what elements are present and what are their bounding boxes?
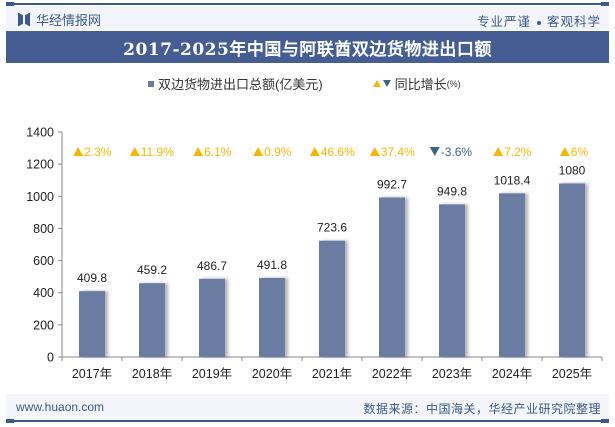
legend-up-triangle-icon: [372, 80, 381, 87]
growth-up-triangle-icon: [253, 147, 264, 156]
dot-separator-icon: [536, 20, 541, 25]
growth-value-label: 6.1%: [204, 145, 232, 159]
title-bar: 2017-2025年中国与阿联酋双边货物进出口额: [6, 31, 609, 63]
bar[interactable]: [559, 183, 585, 357]
y-tick-label: 200: [33, 318, 54, 332]
bar-value-label: 992.7: [377, 177, 407, 191]
y-tick-label: 600: [33, 254, 54, 268]
growth-value-label: 11.9%: [141, 145, 174, 159]
x-tick-label: 2021年: [312, 367, 352, 381]
bar[interactable]: [319, 240, 345, 357]
x-tick-label: 2023年: [432, 367, 472, 381]
brand-name: 华经情报网: [36, 13, 102, 28]
bottom-border-line: [6, 419, 609, 423]
growth-value-label: 2.3%: [84, 145, 112, 159]
slogan: 专业严谨 客观科学: [477, 11, 601, 30]
slogan-right: 客观科学: [546, 15, 601, 29]
x-tick-label: 2025年: [552, 367, 592, 381]
growth-value-label: 0.9%: [264, 145, 292, 159]
top-border-line: [6, 2, 609, 6]
chart-title: 2017-2025年中国与阿联酋双边货物进出口额: [123, 39, 492, 60]
y-tick-label: 800: [33, 222, 54, 236]
bar-value-label: 723.6: [317, 221, 347, 235]
bar-value-label: 491.8: [257, 258, 287, 272]
x-tick-label: 2017年: [72, 367, 112, 381]
y-tick-label: 1400: [26, 126, 54, 140]
growth-up-triangle-icon: [129, 147, 140, 156]
y-tick-label: 0: [47, 351, 54, 365]
bar[interactable]: [139, 283, 165, 357]
data-source: 数据来源：中国海关，华经产业研究院整理: [363, 402, 601, 416]
bar-value-label: 949.8: [437, 184, 467, 198]
bar[interactable]: [259, 277, 285, 357]
growth-value-label: 37.4%: [381, 145, 415, 159]
bar-value-label: 1018.4: [494, 173, 531, 187]
bar[interactable]: [499, 193, 525, 357]
growth-value-label: 6%: [571, 145, 589, 159]
legend-growth-unit: (%): [446, 78, 461, 89]
growth-up-triangle-icon: [559, 147, 570, 156]
growth-up-triangle-icon: [309, 147, 320, 156]
brand[interactable]: 华经情报网: [18, 10, 101, 29]
x-tick-label: 2020年: [252, 367, 292, 381]
bar[interactable]: [199, 278, 225, 357]
growth-down-triangle-icon: [429, 147, 440, 156]
y-tick-label: 400: [33, 286, 54, 300]
bar[interactable]: [439, 204, 465, 357]
legend-bar-swatch-icon: [148, 80, 154, 87]
bar-value-label: 486.7: [197, 259, 227, 273]
x-tick-label: 2019年: [192, 367, 232, 381]
header-bar: 华经情报网 专业严谨 客观科学: [6, 6, 609, 30]
bar[interactable]: [379, 197, 405, 357]
x-tick-label: 2022年: [372, 367, 412, 381]
website-link[interactable]: www.huaon.com: [16, 400, 105, 414]
legend-growth-label: 同比增长: [394, 77, 447, 92]
footer-bar: www.huaon.com 数据来源：中国海关，华经产业研究院整理: [6, 394, 609, 420]
x-tick-label: 2024年: [492, 367, 532, 381]
growth-up-triangle-icon: [193, 147, 204, 156]
y-tick-label: 1200: [26, 158, 54, 172]
legend-down-triangle-icon: [382, 80, 391, 87]
growth-value-label: 7.2%: [504, 145, 532, 159]
legend-series-label: 双边货物进出口总额(亿美元): [158, 77, 323, 92]
legend: 双边货物进出口总额(亿美元) 同比增长 (%): [148, 74, 461, 93]
growth-up-triangle-icon: [493, 147, 504, 156]
growth-value-label: -3.6%: [441, 145, 473, 159]
x-tick-label: 2018年: [132, 367, 172, 381]
growth-up-triangle-icon: [73, 147, 84, 156]
bar-value-label: 459.2: [137, 263, 167, 277]
bar[interactable]: [79, 291, 105, 357]
y-tick-label: 1000: [26, 190, 54, 204]
slogan-left: 专业严谨: [476, 15, 531, 29]
growth-value-label: 46.6%: [321, 145, 355, 159]
growth-up-triangle-icon: [369, 147, 380, 156]
bar-value-label: 1080: [559, 163, 586, 177]
bar-value-label: 409.8: [77, 271, 107, 285]
